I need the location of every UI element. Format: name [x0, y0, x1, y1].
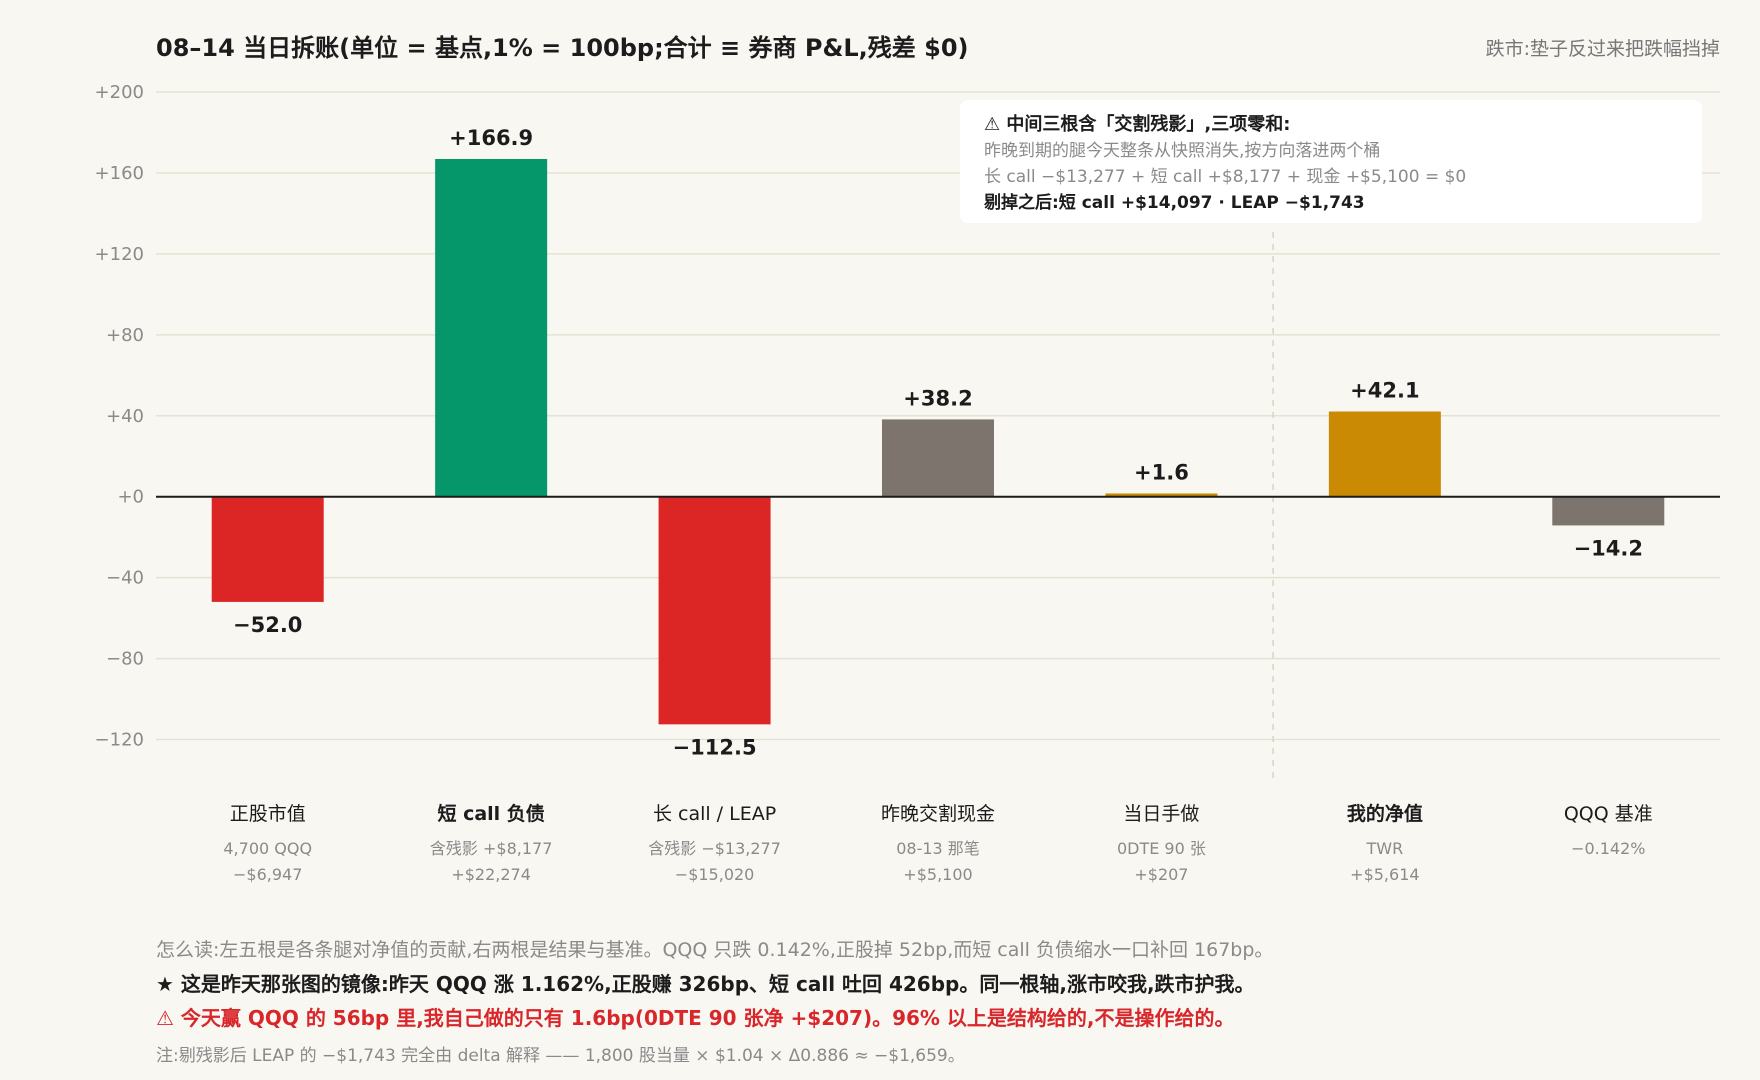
x-category-label: 我的净值	[1347, 802, 1423, 825]
x-sub-label: −$15,020	[675, 865, 755, 884]
bar	[1552, 496, 1665, 526]
data-label: −112.5	[673, 735, 757, 759]
x-category-label: 正股市值	[230, 803, 306, 825]
data-label: +1.6	[1134, 460, 1189, 484]
bar	[882, 419, 994, 497]
x-sub-label: +$207	[1134, 865, 1188, 884]
x-category-label: 长 call / LEAP	[653, 803, 776, 825]
y-tick-label: −80	[106, 649, 144, 670]
y-tick-label: +200	[95, 82, 144, 103]
y-tick-label: −40	[106, 568, 144, 589]
chart-title: 08–14 当日拆账(单位 = 基点,1% = 100bp;合计 ≡ 券商 P&…	[156, 34, 969, 62]
bar	[435, 158, 548, 497]
y-tick-label: −120	[95, 730, 144, 751]
x-sub-label: +$5,614	[1350, 865, 1419, 884]
y-tick-label: +120	[95, 244, 144, 265]
chart-subtitle: 跌市:垫子反过来把跌幅挡掉	[1485, 38, 1720, 60]
x-sub-label: TWR	[1365, 839, 1403, 858]
footer-footnote: 注:剔残影后 LEAP 的 −$1,743 完全由 delta 解释 —— 1,…	[156, 1046, 965, 1066]
x-sub-label: 0DTE 90 张	[1117, 839, 1206, 858]
y-tick-label: +40	[106, 406, 144, 427]
y-tick-label: +160	[95, 163, 144, 184]
bar	[1328, 411, 1441, 497]
data-label: +38.2	[903, 386, 972, 410]
footer-mirror-note: ★ 这是昨天那张图的镜像:昨天 QQQ 涨 1.162%,正股赚 326bp、短…	[156, 972, 1255, 996]
data-label: +166.9	[449, 126, 533, 150]
x-sub-label: −0.142%	[1571, 839, 1645, 858]
bar	[1105, 493, 1218, 497]
x-category-label: 昨晚交割现金	[881, 803, 995, 825]
data-label: −52.0	[233, 613, 302, 637]
annotation-box: ⚠ 中间三根含「交割残影」,三项零和: 昨晚到期的腿今天整条从快照消失,按方向落…	[960, 100, 1702, 223]
footer-warning: ⚠ 今天赢 QQQ 的 56bp 里,我自己做的只有 1.6bp(0DTE 90…	[156, 1006, 1235, 1030]
annotation-line: 长 call −$13,277 + 短 call +$8,177 + 现金 +$…	[984, 167, 1467, 187]
x-category-label: 当日手做	[1123, 803, 1199, 825]
x-sub-label: 含残影 −$13,277	[648, 839, 781, 858]
data-label: −14.2	[1574, 536, 1643, 560]
x-sub-label: 4,700 QQQ	[223, 839, 312, 858]
x-category-label: QQQ 基准	[1564, 803, 1653, 825]
y-tick-label: +0	[117, 487, 144, 508]
x-sub-label: 08-13 那笔	[896, 839, 980, 858]
bar-chart: +200 +160 +120 +80 +40 +0 −40 −80 −120 −52.0 正股市值 4…	[95, 82, 1720, 884]
x-category-label: 短 call 负债	[437, 802, 544, 825]
x-sub-label: +$5,100	[903, 865, 972, 884]
annotation-conclusion: 剔掉之后:短 call +$14,097 · LEAP −$1,743	[984, 193, 1365, 213]
x-sub-label: −$6,947	[233, 865, 302, 884]
footer-how-to-read: 怎么读:左五根是各条腿对净值的贡献,右两根是结果与基准。QQQ 只跌 0.142…	[156, 939, 1274, 961]
y-tick-label: +80	[106, 325, 144, 346]
annotation-heading: ⚠ 中间三根含「交割残影」,三项零和:	[984, 114, 1291, 135]
bar	[211, 496, 324, 602]
x-sub-label: +$22,274	[451, 865, 531, 884]
annotation-line: 昨晚到期的腿今天整条从快照消失,按方向落进两个桶	[984, 141, 1381, 161]
bar	[658, 496, 771, 725]
x-sub-label: 含残影 +$8,177	[430, 839, 552, 858]
data-label: +42.1	[1350, 379, 1419, 403]
